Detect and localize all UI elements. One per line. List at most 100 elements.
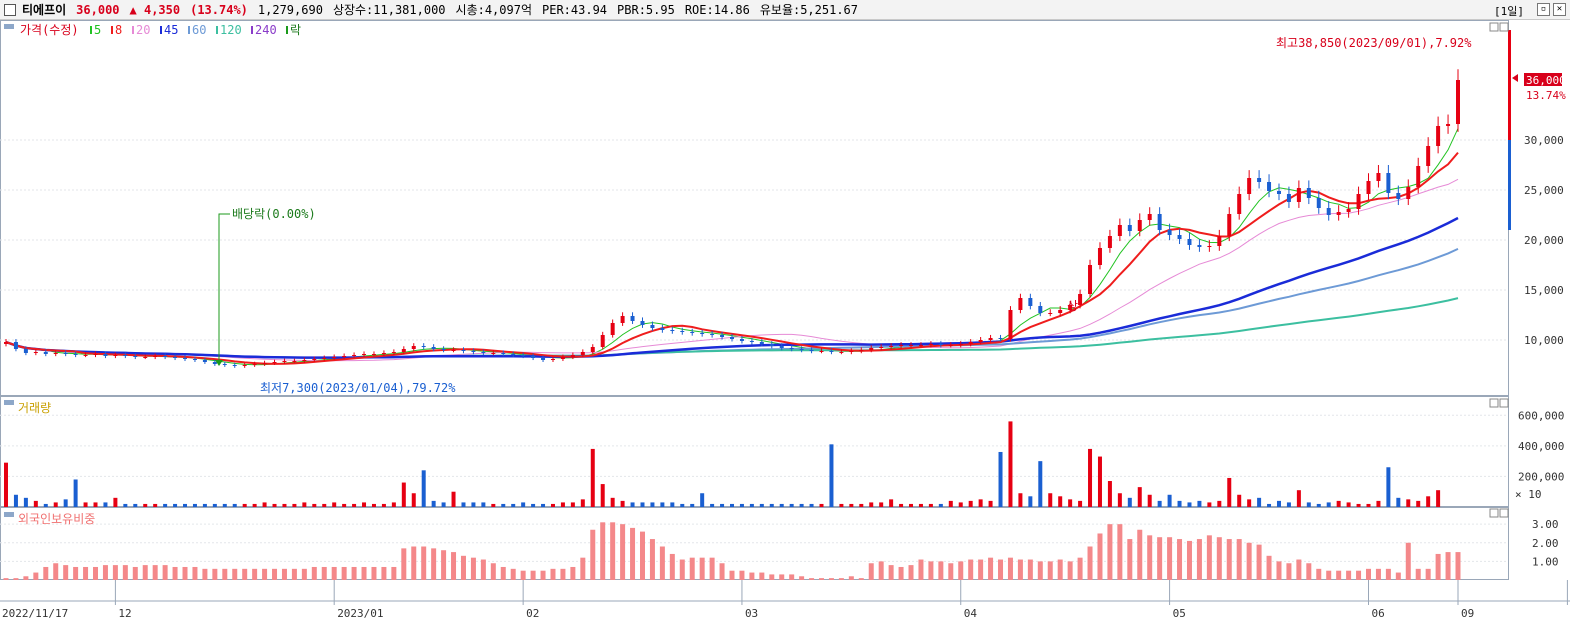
foreign-title: 외국인보유비중 xyxy=(18,512,95,526)
candle-body xyxy=(332,357,337,358)
candle-body xyxy=(133,356,138,357)
volume-bar xyxy=(511,503,516,507)
foreign-bar xyxy=(102,565,108,580)
candle-body xyxy=(1177,235,1182,239)
volume-bar xyxy=(531,503,536,507)
candle-body xyxy=(1217,236,1222,246)
foreign-bar xyxy=(868,563,874,580)
per-value: PER:43.94 xyxy=(542,2,608,17)
foreign-bar xyxy=(1306,563,1312,580)
candle-body xyxy=(958,344,963,345)
foreign-bar xyxy=(202,568,208,580)
foreign-bar xyxy=(252,568,258,580)
foreign-bar xyxy=(1455,552,1461,580)
foreign-bar xyxy=(848,576,854,580)
candle-body xyxy=(1187,239,1192,245)
volume-bar xyxy=(421,470,426,507)
price-panel-buttons[interactable] xyxy=(1489,22,1509,32)
volume-bar xyxy=(1257,497,1262,507)
stock-chart[interactable]: 30,000 25,000 20,000 15,000 10,000 600,000 400… xyxy=(0,20,1570,629)
foreign-bar xyxy=(1157,537,1163,580)
candle-body xyxy=(192,359,197,360)
foreign-bar xyxy=(928,561,934,580)
candle-body xyxy=(13,342,18,349)
candle-body xyxy=(759,342,764,344)
volume-panel-handle-icon[interactable] xyxy=(4,400,14,405)
candle-body xyxy=(202,360,207,362)
candle-body xyxy=(839,352,844,353)
foreign-bar xyxy=(878,561,884,580)
foreign-bar xyxy=(898,566,904,580)
volume-bar xyxy=(431,500,436,507)
volume-bar xyxy=(779,503,784,507)
volume-bar xyxy=(143,503,148,507)
candle-body xyxy=(272,362,277,363)
volume-bar xyxy=(1227,477,1232,507)
foreign-bar xyxy=(83,566,89,580)
legend-ma-swatch xyxy=(132,26,134,34)
volume-bar xyxy=(1356,503,1361,507)
volume-bar xyxy=(292,503,297,507)
volume-bar xyxy=(163,503,168,507)
foreign-bar xyxy=(699,557,705,580)
candle-body xyxy=(570,355,575,357)
panel-handle-icon[interactable] xyxy=(4,24,14,29)
candle-body xyxy=(1237,194,1242,214)
foreign-panel-handle-icon[interactable] xyxy=(4,512,14,517)
volume-bar xyxy=(501,503,506,507)
legend-rak-label: 락 xyxy=(290,23,301,37)
candle-body xyxy=(819,351,824,352)
volume-bar xyxy=(1416,500,1421,507)
restore-icon[interactable]: ▫ xyxy=(1537,3,1550,16)
candle-body xyxy=(640,321,645,325)
candle-body xyxy=(362,354,367,355)
ma45-line xyxy=(5,216,1459,359)
volume-bar xyxy=(789,503,794,507)
volume-bar xyxy=(481,502,486,507)
foreign-bar xyxy=(1385,568,1391,580)
volume-bar xyxy=(222,503,227,507)
reserve-ratio: 유보율:5,251.67 xyxy=(759,3,859,17)
volume-bar xyxy=(570,502,575,507)
candle-body xyxy=(292,361,297,362)
legend-ma-swatch xyxy=(90,26,92,34)
foreign-bar xyxy=(520,570,526,580)
volume-bar xyxy=(53,502,58,507)
foreign-bar xyxy=(600,522,606,580)
foreign-bar xyxy=(1027,559,1033,580)
foreign-bar xyxy=(1127,539,1133,580)
foreign-bar xyxy=(162,565,168,580)
volume-bar xyxy=(899,503,904,507)
volume-tick-label: 400,000 xyxy=(1518,440,1564,453)
volume-panel-buttons[interactable] xyxy=(1489,398,1509,408)
volume-bar xyxy=(13,494,18,507)
foreign-bar xyxy=(1037,561,1043,580)
volume-bar xyxy=(83,502,88,507)
foreign-bar xyxy=(1107,524,1113,580)
candle-body xyxy=(521,355,526,356)
foreign-bar xyxy=(689,557,695,580)
candle-body xyxy=(342,356,347,357)
date-label: 04 xyxy=(964,607,978,620)
volume-bar xyxy=(252,503,257,507)
period-selector[interactable]: [1일] xyxy=(1494,5,1524,18)
market-cap: 시총:4,097억 xyxy=(455,3,532,17)
volume-bar xyxy=(650,502,655,507)
close-icon[interactable]: ✕ xyxy=(1553,3,1566,16)
volume-multiplier: × 10 xyxy=(1515,488,1542,501)
candle-body xyxy=(680,331,685,332)
candle-body xyxy=(1446,124,1451,126)
volume-bar xyxy=(73,479,78,507)
price-tick-label: 25,000 xyxy=(1524,184,1564,197)
volume-bar xyxy=(342,503,347,507)
foreign-bar xyxy=(729,570,735,580)
candle-body xyxy=(1306,188,1311,198)
foreign-bar xyxy=(948,563,954,580)
volume-bar xyxy=(1326,502,1331,507)
stock-name[interactable]: 티에프이 xyxy=(22,3,67,17)
foreign-bar xyxy=(1445,552,1451,580)
volume-bar xyxy=(1336,500,1341,507)
foreign-panel-buttons[interactable] xyxy=(1489,508,1509,518)
select-checkbox[interactable] xyxy=(4,3,16,16)
candle-body xyxy=(163,356,168,357)
